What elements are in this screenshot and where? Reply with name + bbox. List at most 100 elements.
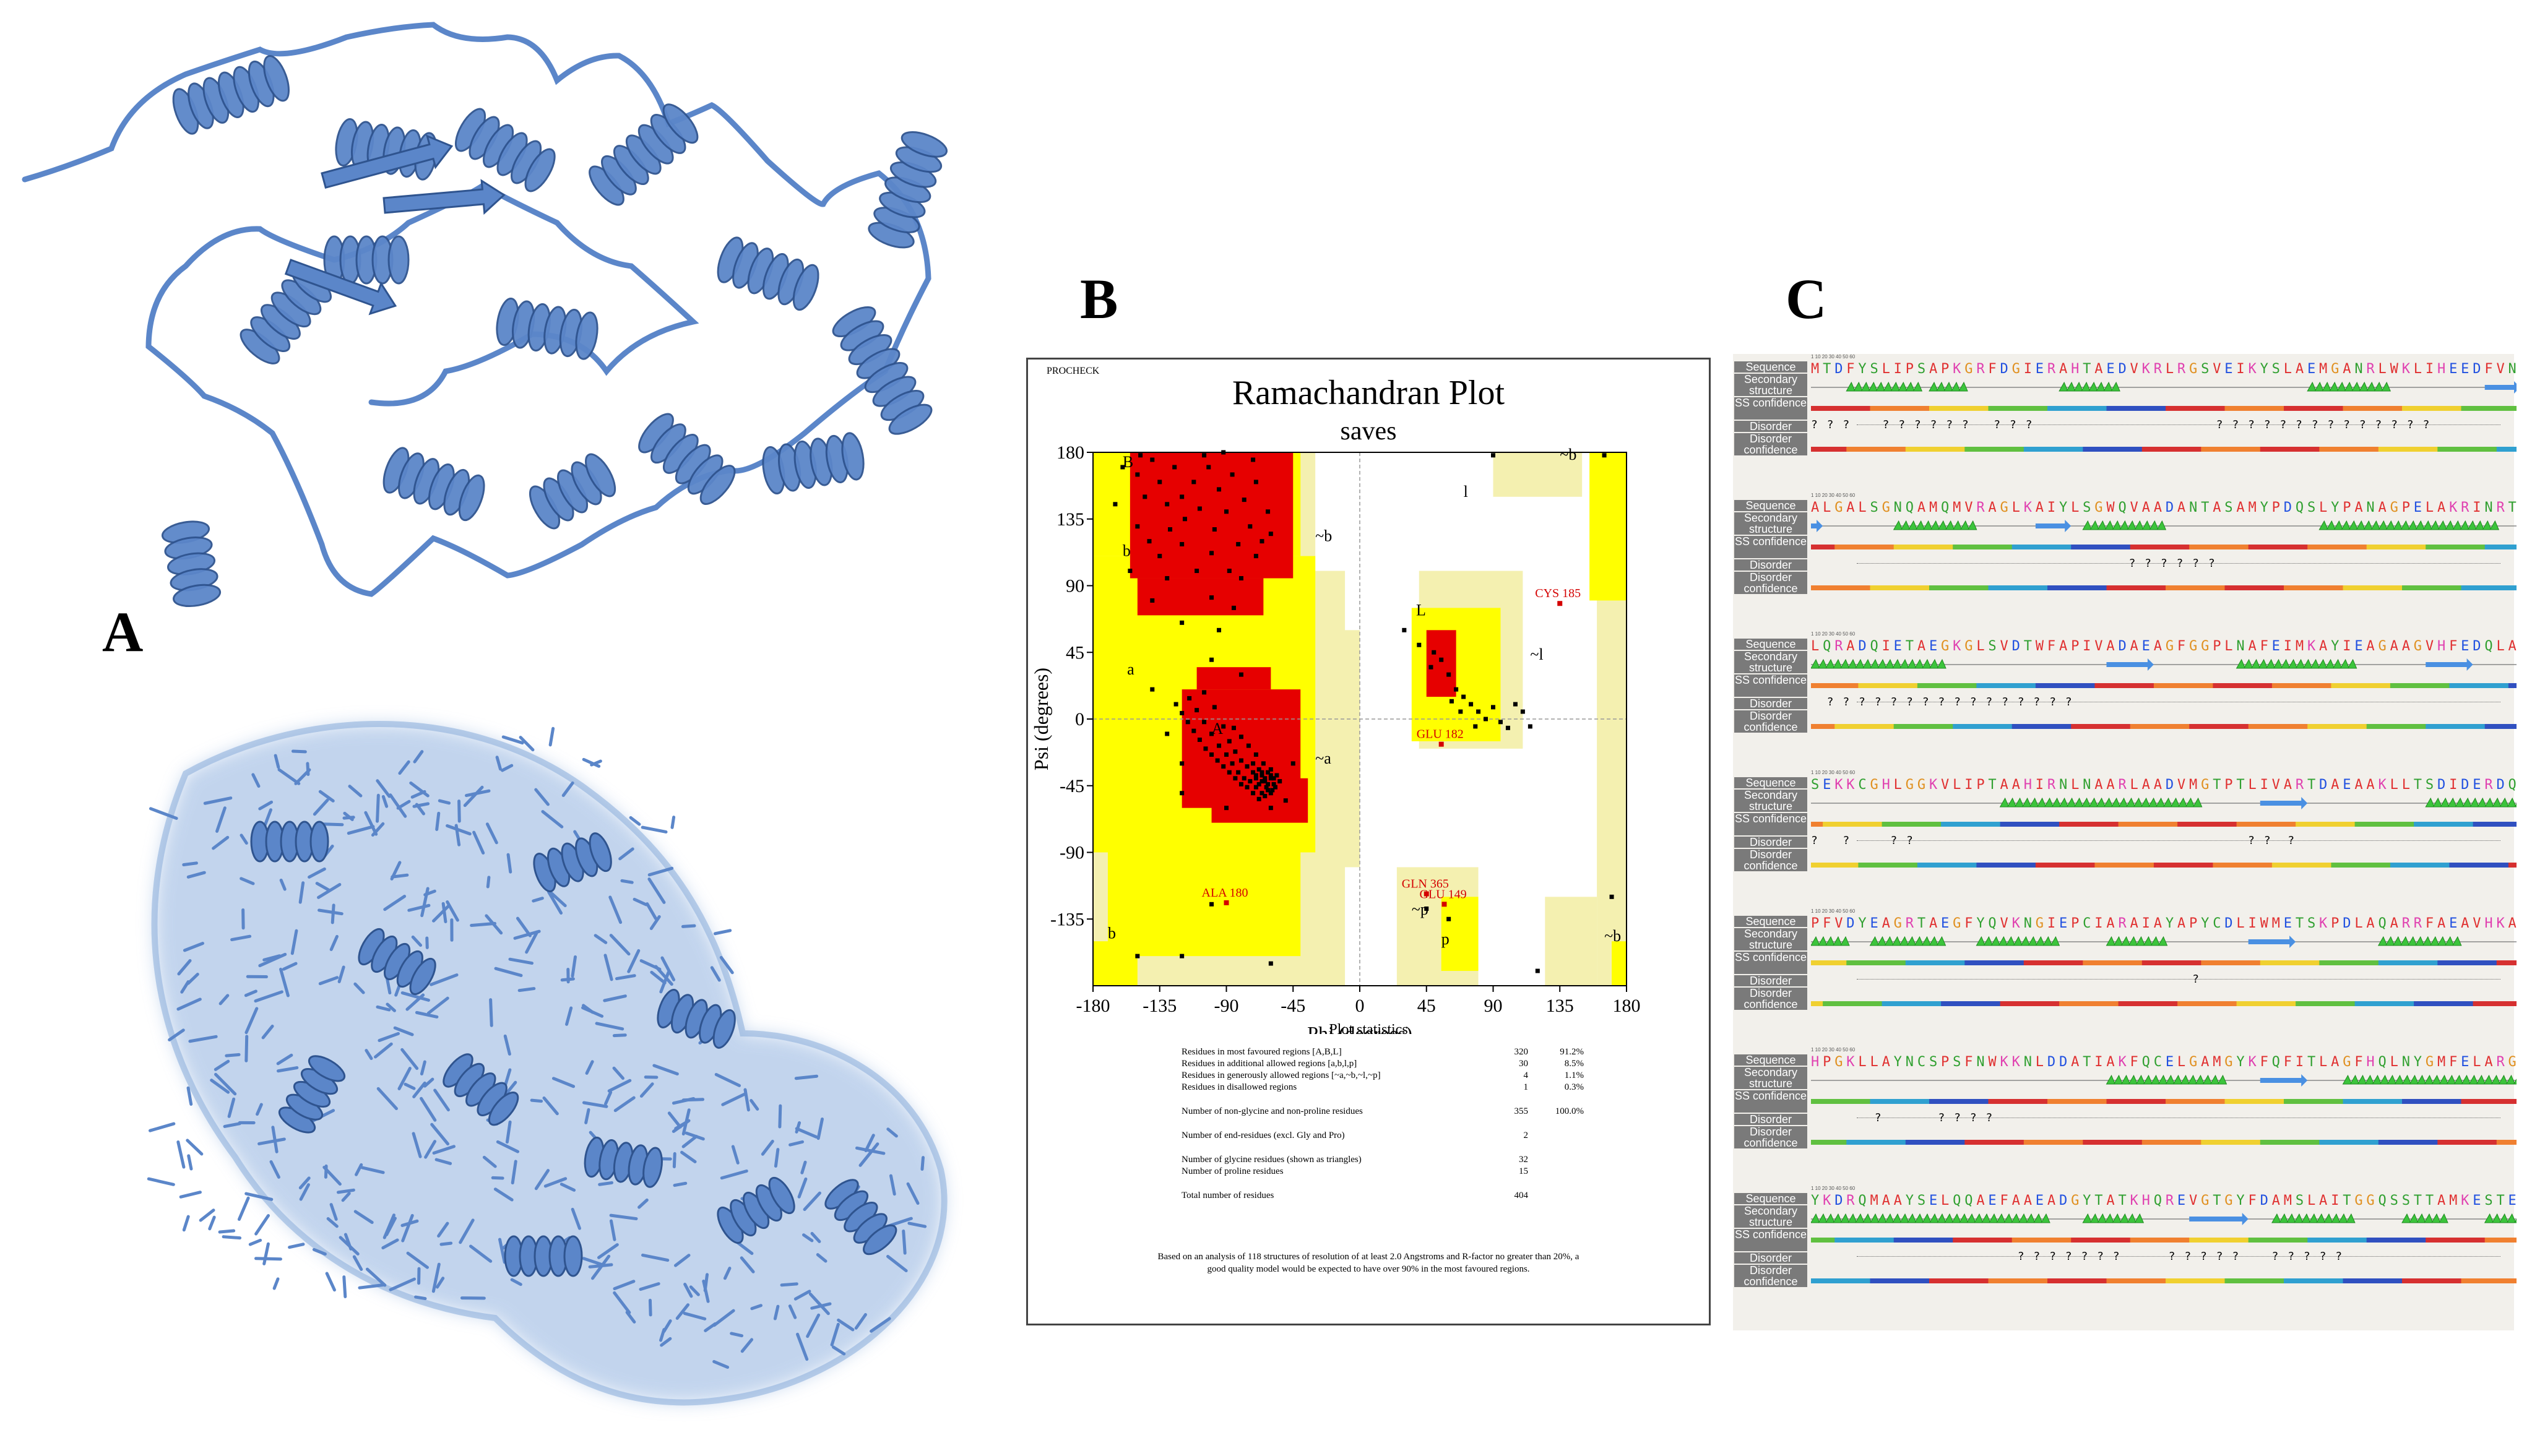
helix-glyph — [2393, 520, 2403, 530]
residue-letter: S — [2401, 1193, 2411, 1208]
residue-letter: A — [2366, 777, 2375, 793]
residue-letter: P — [1941, 1054, 1950, 1070]
residue-letter: Y — [1905, 1193, 1915, 1208]
helix-glyph — [1958, 381, 1968, 392]
chart-subtitle: saves — [1340, 417, 1397, 446]
residue-letter: V — [2130, 361, 2139, 377]
residue-letter: A — [2011, 777, 2021, 793]
helix-glyph — [2082, 1213, 2093, 1223]
statistics-row: Total number of residues 404 — [1182, 1190, 1627, 1202]
helix-glyph — [2149, 520, 2159, 530]
helix-glyph — [2469, 797, 2479, 808]
helix-glyph — [2474, 520, 2485, 530]
helix-glyph — [2127, 1213, 2137, 1223]
residue-letter: C — [2083, 916, 2092, 931]
residue-letter: M — [2248, 500, 2257, 515]
residue-letter: G — [1870, 777, 1879, 793]
helix-glyph — [1959, 520, 1970, 530]
residue-letter: T — [2118, 1193, 2127, 1208]
helix-glyph — [1818, 658, 1828, 669]
row-label-secondary: Secondary structure — [1734, 512, 1807, 535]
residue-letter: N — [2484, 500, 2494, 515]
helix-glyph — [2431, 1213, 2441, 1223]
helix-glyph — [1907, 1213, 1917, 1223]
region-letter: ~a — [1315, 749, 1331, 767]
row-label-disorder: Disorder — [1734, 698, 1807, 709]
residue-letter: A — [1882, 1054, 1891, 1070]
residue-letter: L — [2319, 1054, 2328, 1070]
position-ruler: 1 10 20 30 40 50 — [1811, 770, 1856, 775]
x-tick-label: -90 — [1214, 996, 1239, 1016]
residue-letter: A — [2366, 639, 2375, 654]
residue-letter: G — [2331, 361, 2340, 377]
helix-glyph — [2400, 520, 2411, 530]
helix-glyph — [2377, 936, 2388, 946]
residue-letter: S — [1917, 1193, 1927, 1208]
residue-letter: F — [1988, 361, 1997, 377]
residue-letter: K — [2011, 1054, 2021, 1070]
helix-glyph — [1875, 381, 1886, 392]
helix-glyph — [1929, 381, 1938, 392]
statistics-label: Residues in additional allowed regions [… — [1182, 1059, 1357, 1069]
residue-letter: M — [2189, 777, 2198, 793]
residue-letter: K — [2000, 1054, 2009, 1070]
helix-glyph — [1862, 1213, 1872, 1223]
residue-point — [1260, 779, 1264, 784]
residue-point — [1197, 738, 1202, 743]
helix-glyph — [2104, 520, 2115, 530]
residue-point — [1251, 770, 1256, 775]
residue-point — [1248, 524, 1253, 529]
residue-letter: G — [2413, 639, 2423, 654]
stick-residues — [147, 726, 927, 1369]
additionally-allowed-region — [1093, 941, 1138, 986]
residue-letter: K — [1846, 777, 1856, 793]
helix-glyph — [2505, 1074, 2516, 1085]
residue-letter: R — [2295, 777, 2305, 793]
helix-glyph — [2280, 658, 2291, 669]
residue-letter: M — [1870, 1193, 1879, 1208]
residue-letter: M — [2271, 916, 2281, 931]
residue-point — [1253, 554, 1258, 559]
residue-letter: M — [2295, 639, 2305, 654]
helix-glyph — [2359, 381, 2369, 392]
alpha-helix — [382, 447, 485, 522]
residue-letter: N — [2366, 500, 2375, 515]
helix-glyph — [2444, 936, 2455, 946]
residue-letter: W — [1988, 1054, 1997, 1070]
prediction-block: Sequence Secondary structure SS confidence… — [1733, 631, 2517, 752]
statistics-label: Residues in disallowed regions — [1182, 1082, 1297, 1092]
helix-glyph — [1892, 658, 1902, 669]
residue-point — [1609, 894, 1614, 899]
helix-glyph — [2036, 797, 2047, 808]
residue-letter: G — [2508, 1054, 2517, 1070]
residue-point — [1209, 731, 1214, 736]
residue-letter: F — [2047, 639, 2057, 654]
helix-glyph — [2165, 1074, 2176, 1085]
helix-glyph — [2187, 1074, 2198, 1085]
helix-glyph — [2177, 797, 2188, 808]
helix-glyph — [1937, 658, 1947, 669]
residue-letter: N — [2083, 777, 2092, 793]
residue-letter: G — [2000, 500, 2009, 515]
helix-glyph — [2498, 1074, 2508, 1085]
ss-confidence-bar — [1811, 960, 2517, 965]
helix-glyph — [2059, 797, 2069, 808]
row-label-disorder: Disorder — [1734, 837, 1807, 848]
residue-letter: V — [2130, 500, 2139, 515]
residue-point — [1236, 541, 1241, 546]
helix-glyph — [2331, 1213, 2341, 1223]
residue-letter: I — [2035, 777, 2045, 793]
residue-letter: A — [2343, 361, 2352, 377]
residue-letter: E — [1870, 916, 1879, 931]
prediction-block: Sequence Secondary structure SS confidence… — [1733, 1186, 2517, 1307]
helix-glyph — [2325, 658, 2335, 669]
helix-glyph — [1908, 520, 1918, 530]
helix-glyph — [2128, 1074, 2138, 1085]
helix-glyph — [2409, 1213, 2419, 1223]
residue-letter: A — [1929, 361, 1938, 377]
strand-arrow — [2106, 658, 2154, 671]
row-label-ss_conf: SS confidence — [1734, 813, 1807, 835]
residue-point — [1242, 776, 1247, 781]
helix-glyph — [2430, 520, 2440, 530]
helix-glyph — [2118, 797, 2128, 808]
